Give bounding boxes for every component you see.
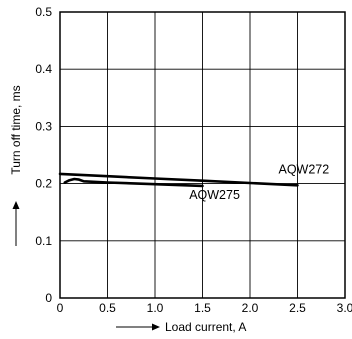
series-lines [58, 172, 299, 188]
series-line-aqw275 [63, 177, 204, 188]
x-tick-label: 1.0 [147, 301, 164, 315]
y-tick-label: 0.4 [35, 62, 52, 76]
x-tick-label: 1.5 [194, 301, 211, 315]
x-tick-label: 0.5 [99, 301, 116, 315]
y-tick-labels: 0 0.1 0.2 0.3 0.4 0.5 [35, 5, 52, 305]
series-labels: AQW272 AQW275 [189, 162, 329, 202]
series-label-aqw272: AQW272 [279, 162, 330, 176]
y-tick-label: 0.3 [35, 119, 52, 133]
x-tick-labels: 0 0.5 1.0 1.5 2.0 2.5 3.0 [57, 301, 352, 315]
x-tick-label: 0 [57, 301, 64, 315]
y-tick-label: 0.5 [35, 5, 52, 19]
x-axis-arrow [116, 323, 160, 331]
y-axis-label: Turn off time, ms [9, 85, 23, 174]
y-tick-label: 0.2 [35, 177, 52, 191]
x-axis-label: Load current, A [165, 320, 246, 334]
grid [60, 12, 345, 298]
series-label-aqw275: AQW275 [189, 188, 240, 202]
y-axis-arrow [12, 201, 20, 246]
plot-frame [59, 11, 346, 299]
y-tick-label: 0 [45, 291, 52, 305]
x-tick-label: 2.5 [289, 301, 306, 315]
series-line-aqw272 [58, 172, 299, 187]
x-tick-label: 3.0 [337, 301, 352, 315]
y-tick-label: 0.1 [35, 234, 52, 248]
x-tick-label: 2.0 [242, 301, 259, 315]
